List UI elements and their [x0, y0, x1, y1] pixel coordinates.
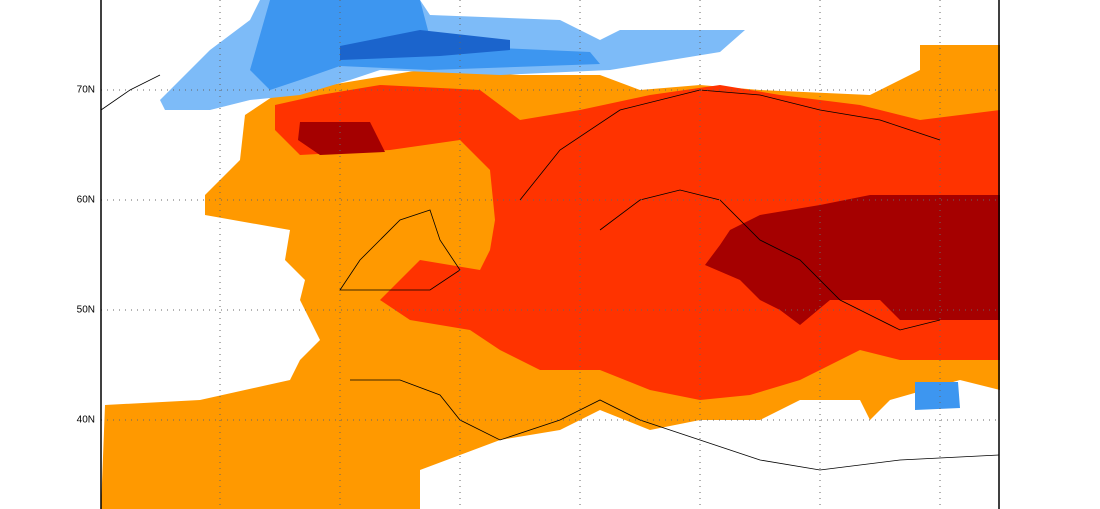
red-region [275, 85, 1000, 400]
map-panel [100, 0, 1000, 509]
dark-red-region [705, 195, 1000, 325]
lat-label: 70N [77, 85, 95, 96]
dark-red-region [298, 122, 385, 155]
lat-label: 60N [77, 195, 95, 206]
coastlines [100, 74, 1000, 471]
blue-region [915, 382, 960, 410]
lat-label: 40N [77, 415, 95, 426]
grid-lines [101, 0, 999, 509]
lat-label: 50N [77, 305, 95, 316]
dark-blue-region [340, 30, 510, 60]
